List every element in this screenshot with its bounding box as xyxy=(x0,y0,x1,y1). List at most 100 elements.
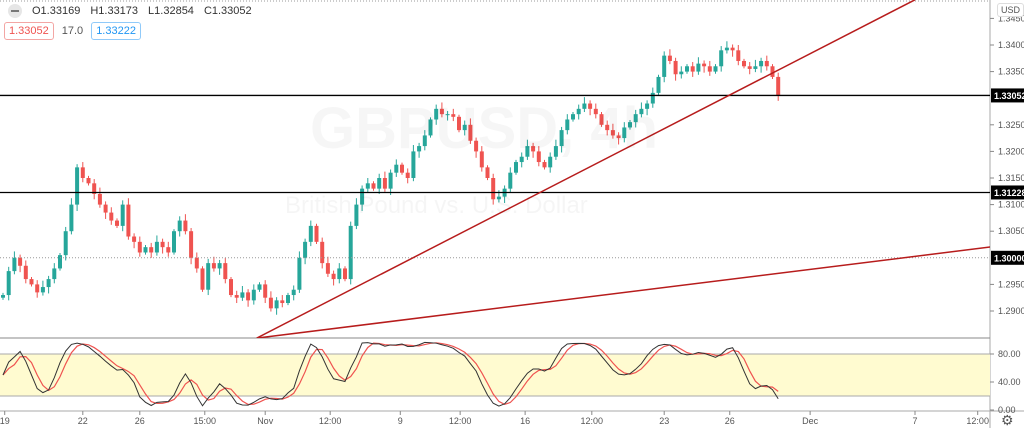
candle xyxy=(610,123,615,139)
candle xyxy=(354,198,359,230)
candle xyxy=(297,251,302,293)
candle-body xyxy=(354,204,359,226)
candle-body xyxy=(120,204,125,226)
stoch-tick-label: 80.00 xyxy=(998,349,1021,359)
candle-body xyxy=(137,241,142,253)
candle-body xyxy=(46,279,51,288)
gear-icon[interactable]: ⚙ xyxy=(1001,412,1014,428)
candle xyxy=(154,235,159,256)
candle xyxy=(343,266,347,282)
legend-low: L1.32854 xyxy=(148,5,194,17)
candle-body xyxy=(394,164,399,173)
candle xyxy=(491,173,496,205)
time-tick-label: 12:00 xyxy=(966,416,989,426)
candle xyxy=(291,285,296,301)
candle xyxy=(263,280,268,304)
candle xyxy=(531,142,536,158)
candle-body xyxy=(103,204,108,213)
price-tick-label: 1.34000 xyxy=(998,40,1024,50)
candle-body xyxy=(58,255,62,269)
trendline xyxy=(256,0,916,338)
candle-body xyxy=(508,172,513,189)
price-label: 1.33052 xyxy=(994,91,1024,101)
candle xyxy=(23,260,28,284)
candle-body xyxy=(428,119,433,136)
candle-body xyxy=(610,130,615,136)
candle xyxy=(667,49,672,65)
watermark-description: British Pound vs. U.S. Dollar xyxy=(285,192,588,220)
candle xyxy=(52,263,57,284)
candle-body xyxy=(411,151,416,178)
candle xyxy=(417,142,422,158)
candle xyxy=(645,100,650,116)
price-tick-label: 1.34500 xyxy=(998,13,1024,23)
candle-body xyxy=(251,289,256,301)
candle-body xyxy=(18,257,23,266)
candle xyxy=(69,198,74,235)
buy-price-button[interactable]: 1.33222 xyxy=(91,22,141,40)
candle-body xyxy=(12,257,17,272)
candle xyxy=(223,257,228,284)
candle xyxy=(280,295,285,308)
candle-body xyxy=(206,263,211,290)
time-tick-label: 26 xyxy=(135,416,145,426)
candle-body xyxy=(86,178,91,184)
candle xyxy=(337,263,342,284)
time-tick-label: Nov xyxy=(257,416,274,426)
candle-body xyxy=(474,140,479,152)
candle xyxy=(747,62,752,75)
candle xyxy=(80,162,85,183)
candle xyxy=(251,284,256,305)
candle xyxy=(86,175,91,186)
candle xyxy=(559,126,564,153)
candle-body xyxy=(531,146,536,152)
candle xyxy=(189,228,194,265)
trendline xyxy=(256,246,990,338)
candle xyxy=(514,159,518,175)
candle-body xyxy=(696,63,701,72)
candle-body xyxy=(713,66,718,72)
candle xyxy=(132,233,137,249)
sell-price-button[interactable]: 1.33052 xyxy=(4,22,54,40)
price-tick-label: 1.31000 xyxy=(998,200,1024,210)
time-tick-label: Dec xyxy=(802,416,819,426)
candle xyxy=(565,114,570,135)
candle xyxy=(605,120,610,136)
candle xyxy=(377,173,382,194)
candle-body xyxy=(189,231,194,258)
candle-body xyxy=(468,124,473,141)
candle xyxy=(6,266,11,301)
candle xyxy=(166,241,171,257)
candle-body xyxy=(770,66,775,77)
time-tick-label: 26 xyxy=(725,416,735,426)
currency-label[interactable]: USD xyxy=(997,3,1024,17)
legend-high: H1.33173 xyxy=(90,5,139,17)
price-label-bg xyxy=(991,185,1024,200)
candle-body xyxy=(633,114,638,123)
candle xyxy=(673,57,678,81)
candle-body xyxy=(211,263,216,269)
candle-body xyxy=(166,247,171,253)
candle-body xyxy=(451,114,456,117)
candle-body xyxy=(217,263,222,269)
candle xyxy=(536,146,541,167)
candle xyxy=(753,59,758,73)
candle xyxy=(776,72,781,101)
candle xyxy=(115,218,119,229)
candle-body xyxy=(639,108,644,115)
candle-body xyxy=(348,225,353,280)
time-tick-label: 15:00 xyxy=(194,416,217,426)
candle-body xyxy=(582,103,587,109)
candle-body xyxy=(303,241,308,258)
time-tick-label: 12:00 xyxy=(581,416,604,426)
legend-close: C1.33052 xyxy=(203,5,252,17)
candle xyxy=(229,276,233,298)
candle-body xyxy=(656,76,661,93)
candle xyxy=(177,216,182,237)
collapse-icon[interactable] xyxy=(8,4,22,18)
candle-body xyxy=(645,103,650,109)
candle-body xyxy=(69,204,74,232)
candle xyxy=(457,114,461,133)
stoch-tick-label: 0.00 xyxy=(998,405,1016,415)
